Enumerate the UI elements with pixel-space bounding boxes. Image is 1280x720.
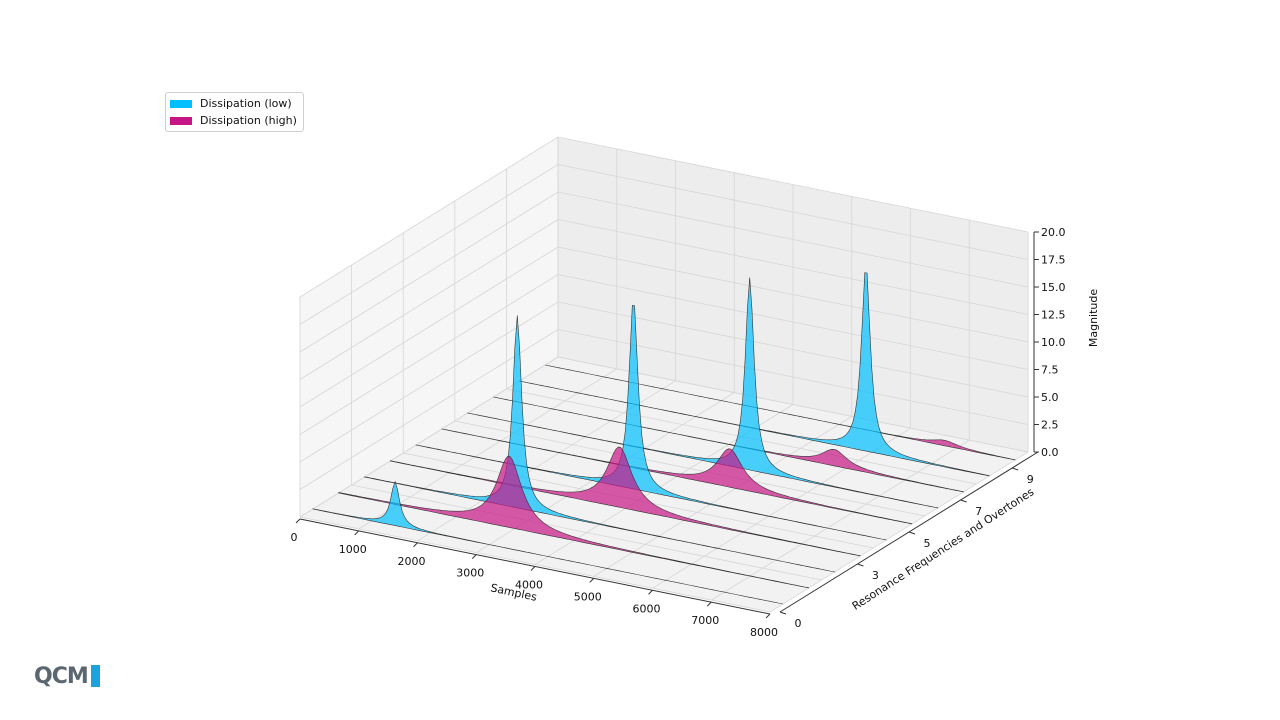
x-tick-label: 1000: [339, 543, 367, 556]
x-tick-mark: [589, 578, 595, 583]
legend-item-low: Dissipation (low): [170, 95, 297, 112]
grid-z-line: [299, 191, 1029, 353]
z-tick-label: 15.0: [1041, 281, 1066, 294]
z-tick-label: 17.5: [1041, 254, 1066, 267]
x-tick-label: 2000: [398, 555, 426, 568]
y-tick-mark: [857, 563, 864, 567]
y-tick-mark: [960, 499, 967, 503]
x-tick-mark: [295, 518, 301, 524]
trace-2: [338, 455, 810, 589]
x-tick-mark: [530, 566, 536, 571]
y-tick-label: 5: [924, 537, 931, 550]
y-tick-label: 9: [1027, 473, 1034, 486]
trace-1: [312, 480, 783, 605]
logo-badge: [90, 665, 100, 687]
y-tick-label: 7: [975, 505, 982, 518]
x-tick-mark: [648, 589, 653, 595]
trace-8: [493, 396, 964, 493]
trace-4: [389, 446, 861, 557]
grid-z-line: [299, 219, 1029, 380]
y-tick-mark: [1012, 467, 1019, 471]
trace-5: [415, 304, 887, 541]
x-tick-mark: [706, 601, 712, 607]
grid-lines: [299, 136, 1029, 613]
y-tick-label: 3: [872, 569, 879, 582]
grid-z-line: [299, 274, 1029, 435]
x-tick-label: 8000: [750, 626, 778, 639]
legend-swatch-low: [170, 99, 192, 108]
grid-z-line: [299, 164, 1029, 325]
z-tick-label: 5.0: [1041, 391, 1059, 404]
grid-z-line: [299, 246, 1029, 408]
trace-6: [441, 428, 913, 525]
y-tick-mark: [779, 611, 787, 615]
legend-item-high: Dissipation (high): [170, 112, 297, 129]
tick-labels: 0 1000 2000 3000 4000 5000 6000 7000 8000 0 3 5 7 9 0.…: [291, 226, 1066, 639]
x-tick-label: 3000: [456, 567, 484, 580]
x-tick-label: 7000: [691, 614, 719, 627]
z-tick-label: 20.0: [1041, 226, 1066, 239]
legend-label-high: Dissipation (high): [200, 114, 297, 127]
qcm-logo: QCM: [34, 663, 100, 689]
legend: Dissipation (low) Dissipation (high): [165, 92, 304, 132]
x-tick-mark: [471, 554, 477, 559]
trace-10: [545, 364, 1016, 461]
x-tick-mark: [765, 613, 771, 619]
grid-z-line: [299, 136, 1029, 298]
z-axis-label: Magnitude: [1087, 289, 1100, 348]
x-tick-label: 5000: [574, 590, 602, 603]
traces: [312, 272, 1016, 605]
z-tick-label: 10.0: [1041, 336, 1066, 349]
x-tick-label: 4000: [515, 579, 543, 592]
trace-9: [519, 272, 990, 477]
z-tick-label: 2.5: [1041, 419, 1059, 432]
x-tick-label: 0: [291, 531, 298, 544]
x-tick-mark: [413, 542, 418, 548]
legend-swatch-high: [170, 116, 192, 125]
legend-label-low: Dissipation (low): [200, 97, 292, 110]
x-tick-label: 6000: [633, 602, 661, 615]
z-tick-label: 7.5: [1041, 364, 1059, 377]
x-tick-mark: [354, 530, 360, 536]
y-tick-mark: [908, 531, 916, 535]
z-tick-label: 12.5: [1041, 309, 1066, 322]
logo-text: QCM: [34, 663, 89, 689]
y-tick-label: 0: [795, 617, 802, 630]
z-tick-label: 0.0: [1041, 446, 1059, 459]
